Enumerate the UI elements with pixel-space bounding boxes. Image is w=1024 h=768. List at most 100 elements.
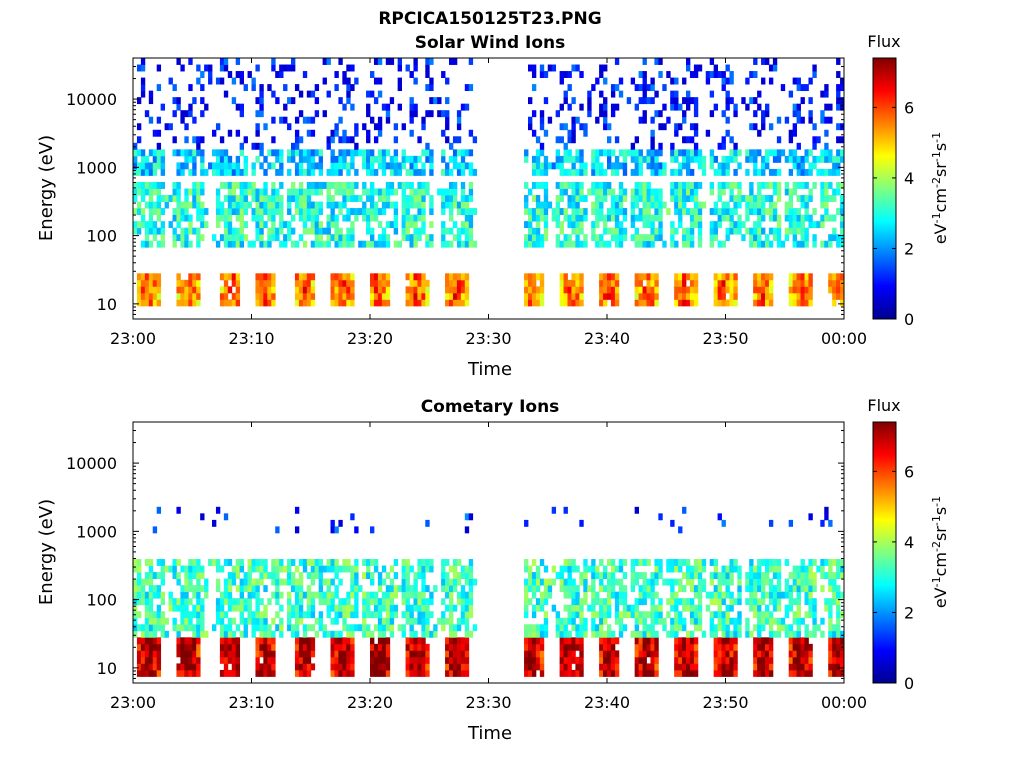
heatmap-cell [136,168,142,176]
heatmap-cell [243,578,248,586]
heatmap-cell [385,149,391,157]
heatmap-cell [674,565,679,573]
heatmap-cell [385,299,391,307]
heatmap-cell [693,611,699,619]
heatmap-cell [713,201,718,209]
heatmap-cell [176,149,181,157]
heatmap-cell [599,64,604,72]
heatmap-cell [658,123,663,131]
heatmap-cell [591,604,596,612]
heatmap-cell [192,565,197,573]
heatmap-cell [291,155,296,163]
heatmap-cell [693,123,699,131]
heatmap-cell [306,286,312,294]
heatmap-cell [579,656,584,664]
heatmap-cell [417,155,422,163]
heatmap-cell [180,585,185,593]
heatmap-cell [334,201,339,209]
heatmap-cell [464,299,470,307]
heatmap-cell [610,559,616,566]
heatmap-cell [682,162,687,170]
heatmap-cell [338,116,343,124]
heatmap-cell [543,201,549,209]
heatmap-cell [765,578,770,586]
heatmap-cell [610,227,616,235]
heatmap-cell [757,279,762,287]
heatmap-cell [247,598,252,606]
heatmap-cell [417,572,422,580]
heatmap-cell [642,221,647,229]
heatmap-cell [362,188,367,196]
heatmap-cell [460,669,466,677]
heatmap-cell [808,650,813,658]
heatmap-cell [405,663,410,671]
heatmap-cell [346,299,351,307]
heatmap-cell [670,519,675,527]
heatmap-cell [836,656,841,664]
heatmap-cell [666,559,671,566]
heatmap-cell [579,292,584,300]
heatmap-cell [291,142,296,150]
heatmap-cell [263,663,268,671]
heatmap-cell [812,240,817,248]
heatmap-cell [650,624,655,632]
heatmap-cell [689,240,695,248]
heatmap-cell [144,669,150,677]
heatmap-cell [828,103,833,111]
heatmap-cell [362,149,367,157]
heatmap-cell [445,286,450,294]
heatmap-cell [824,208,829,215]
heatmap-cell [148,598,154,606]
heatmap-cell [733,669,738,677]
heatmap-cell [603,214,608,222]
heatmap-cell [725,97,730,105]
heatmap-cell [306,168,312,176]
heatmap-cell [287,149,292,157]
heatmap-cell [373,611,379,619]
heatmap-cell [543,234,549,242]
heatmap-cell [674,279,679,287]
heatmap-cell [796,195,801,202]
heatmap-cell [377,279,383,287]
heatmap-cell [425,598,430,606]
heatmap-cell [579,611,584,619]
heatmap-cell [180,591,185,599]
heatmap-cell [599,598,604,606]
heatmap-cell [283,221,288,229]
heatmap-cell [725,155,730,163]
heatmap-cell [689,611,695,619]
heatmap-cell [737,201,742,209]
heatmap-cell [385,591,391,599]
heatmap-cell [551,565,557,573]
heatmap-cell [346,650,351,658]
heatmap-cell [682,227,687,235]
heatmap-cell [200,84,205,92]
heatmap-cell [792,129,797,137]
heatmap-cell [184,201,189,209]
heatmap-cell [227,168,233,176]
heatmap-cell [449,669,454,677]
heatmap-cell [757,663,762,671]
heatmap-cell [658,513,663,521]
heatmap-cell [279,155,284,163]
heatmap-cell [251,578,256,586]
heatmap-cell [709,71,715,78]
heatmap-cell [753,234,758,242]
heatmap-cell [144,604,150,612]
heatmap-cell [200,617,205,625]
heatmap-cell [421,227,426,235]
heatmap-cell [283,84,288,92]
heatmap-cell [753,208,758,215]
heatmap-cell [693,591,699,599]
heatmap-cell [433,97,438,105]
heatmap-cell [674,240,679,248]
heatmap-cell [567,630,572,638]
heatmap-cell [468,591,474,599]
heatmap-cell [176,637,181,645]
heatmap-cell [634,617,639,625]
heatmap-cell [180,208,185,215]
heatmap-cell [172,214,177,222]
heatmap-cell [350,663,355,671]
heatmap-cell [373,155,379,163]
heatmap-cell [599,103,604,111]
